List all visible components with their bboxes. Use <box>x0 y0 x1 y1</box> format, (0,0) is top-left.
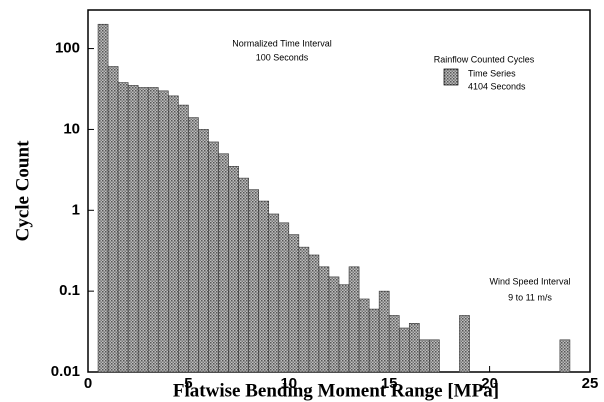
bar <box>168 95 179 373</box>
bar <box>137 87 149 373</box>
bar <box>429 339 440 373</box>
annotation: 9 to 11 m/s <box>508 292 552 302</box>
bar <box>268 213 280 373</box>
y-axis-label: Cycle Count <box>12 140 33 241</box>
bar <box>419 339 430 373</box>
bar <box>328 276 340 373</box>
y-tick-label: 0.01 <box>51 363 80 380</box>
x-tick-label: 15 <box>381 375 398 392</box>
bar <box>188 117 199 373</box>
bar <box>398 327 410 373</box>
bar <box>368 308 380 373</box>
bar <box>208 141 219 373</box>
x-tick-label: 0 <box>84 375 92 392</box>
bar <box>218 153 229 373</box>
bar <box>338 284 350 373</box>
bar <box>388 315 400 373</box>
x-tick-label: 20 <box>481 375 498 392</box>
bar <box>278 222 290 373</box>
bar <box>248 189 259 373</box>
annotation: Normalized Time Interval <box>232 38 332 48</box>
x-tick-label: 5 <box>184 375 192 392</box>
bar <box>318 266 330 373</box>
bar <box>348 266 360 373</box>
bar <box>178 104 189 373</box>
bar <box>147 87 159 373</box>
bar <box>308 254 320 373</box>
bar <box>288 234 300 373</box>
bar <box>228 165 239 373</box>
annotation: Wind Speed Interval <box>489 276 570 286</box>
bar <box>97 23 109 373</box>
bar <box>559 339 571 373</box>
y-tick-label: 100 <box>55 40 80 57</box>
bar <box>408 323 420 373</box>
legend-sublabel: 4104 Seconds <box>468 81 526 91</box>
x-axis-label: Flatwise Bending Moment Range [MPa] <box>173 380 499 401</box>
annotation: Rainflow Counted Cycles <box>434 54 535 64</box>
bar <box>378 290 390 373</box>
y-tick-label: 10 <box>63 120 80 137</box>
annotation: 100 Seconds <box>256 52 309 62</box>
bar <box>198 129 209 373</box>
x-tick-label: 25 <box>582 375 599 392</box>
bar <box>459 315 470 373</box>
legend-swatch <box>443 68 459 86</box>
bar <box>157 90 169 373</box>
x-tick-label: 10 <box>280 375 297 392</box>
legend-label: Time Series <box>468 68 516 78</box>
bar <box>127 85 139 373</box>
bar <box>298 246 310 373</box>
bar <box>258 200 270 373</box>
bar <box>117 82 129 373</box>
bar <box>358 298 370 373</box>
y-tick-label: 0.1 <box>59 282 80 299</box>
bar <box>107 66 119 373</box>
y-tick-label: 1 <box>72 201 80 218</box>
bar <box>238 177 249 373</box>
